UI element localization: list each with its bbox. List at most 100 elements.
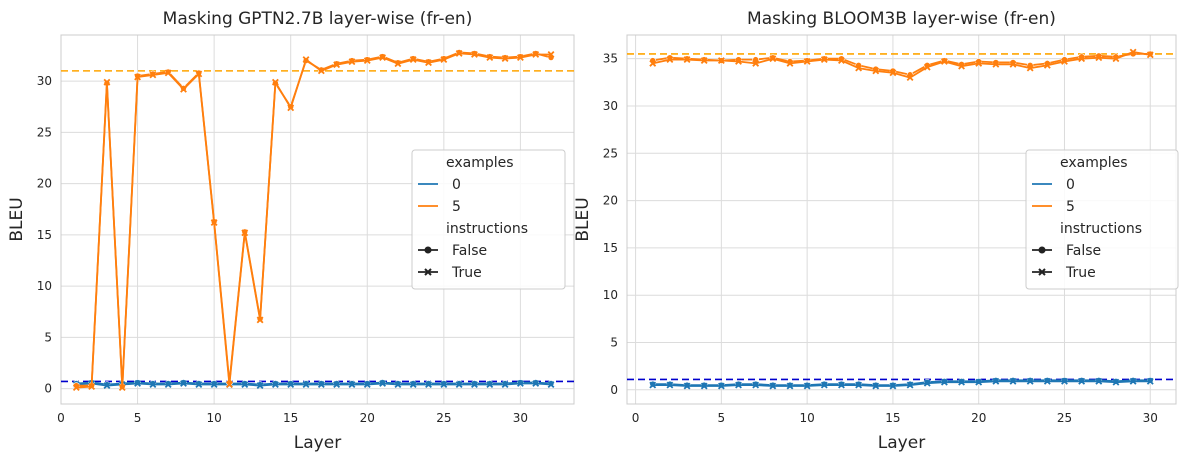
legend-title-instructions: instructions [1060, 221, 1142, 237]
x-tick-label: 20 [971, 411, 986, 425]
y-tick-label: 30 [603, 99, 618, 113]
data-point [889, 382, 897, 390]
data-point [940, 378, 948, 386]
legend-entry: 5 [1066, 199, 1075, 215]
data-point [317, 381, 325, 388]
data-point [256, 316, 264, 324]
data-point [1061, 58, 1068, 65]
y-tick-label: 5 [44, 330, 52, 344]
x-tick-label: 0 [57, 411, 65, 425]
data-point [683, 382, 691, 390]
x-tick-label: 0 [632, 411, 640, 425]
data-point [923, 63, 931, 71]
x-tick-label: 15 [283, 411, 298, 425]
y-tick-label: 10 [603, 288, 618, 302]
series-examples-5-instructions-True [72, 50, 555, 392]
chart-title: Masking BLOOM3B layer-wise (fr-en) [747, 9, 1056, 29]
data-point [700, 382, 708, 390]
data-point [256, 382, 264, 389]
data-point [180, 380, 187, 387]
series-line [76, 382, 552, 387]
y-tick-label: 20 [603, 194, 618, 208]
data-point [88, 383, 96, 391]
x-tick-label: 30 [1143, 411, 1158, 425]
data-point [195, 70, 203, 78]
data-point [180, 85, 187, 93]
chart-panel-gptn: 0 5 10 15 20 25 30 0 5 10 15 20 25 30 Masking GPTN2.7… [7, 9, 575, 453]
data-point [226, 381, 233, 388]
data-point [72, 384, 80, 392]
x-tick-label: 5 [134, 411, 142, 425]
series-examples-5-instructions-False [649, 50, 1154, 79]
data-point [241, 229, 249, 237]
data-point [425, 59, 432, 67]
legend-box [411, 149, 566, 290]
x-tick-label: 30 [513, 411, 528, 425]
y-tick-label: 30 [37, 74, 52, 88]
data-point [394, 381, 402, 388]
data-point [379, 380, 387, 387]
data-point [302, 381, 310, 388]
y-tick-label: 15 [37, 228, 52, 242]
data-point [700, 57, 708, 64]
x-axis-label: Layer [878, 433, 925, 453]
data-point [134, 73, 142, 81]
data-point [302, 56, 310, 64]
data-point [348, 58, 356, 66]
data-point [134, 380, 142, 387]
legend-marker [1038, 246, 1046, 254]
data-point [1146, 377, 1154, 385]
data-point [149, 71, 157, 79]
data-point [471, 51, 478, 58]
data-point [889, 69, 897, 77]
data-point [1026, 64, 1034, 72]
data-point [1026, 377, 1034, 385]
series-examples-0-instructions-True [649, 377, 1154, 390]
plot-frame [60, 34, 575, 405]
data-point [1043, 61, 1051, 69]
data-point [975, 378, 983, 386]
data-point [735, 381, 742, 389]
series-line [76, 52, 551, 389]
data-point [547, 381, 555, 388]
data-point [769, 55, 777, 63]
x-tick-label: 10 [800, 411, 815, 425]
data-point [379, 54, 387, 61]
data-point [287, 104, 295, 112]
data-point [1129, 48, 1137, 56]
data-point [906, 381, 914, 389]
plot-area: 0 5 10 15 20 25 30 0 5 10 15 20 25 30 [37, 34, 575, 425]
data-point [516, 380, 524, 387]
data-point [333, 381, 341, 388]
data-point [409, 56, 417, 64]
data-point [363, 57, 371, 65]
series-line [652, 380, 1151, 387]
data-point [786, 382, 794, 390]
data-point [717, 57, 725, 64]
data-point [872, 67, 880, 75]
data-point [103, 78, 111, 86]
y-tick-label: 10 [37, 279, 52, 293]
legend-entry: 5 [452, 199, 461, 215]
data-point [975, 59, 983, 67]
data-point [486, 381, 494, 388]
data-point [210, 381, 218, 388]
x-tick-label: 25 [1057, 411, 1072, 425]
data-point [118, 384, 126, 392]
data-point [649, 381, 657, 389]
data-point [164, 69, 172, 77]
data-point [409, 381, 417, 388]
data-point [838, 57, 845, 64]
data-point [803, 58, 811, 65]
legend: examples 0 5 instructions False True [411, 149, 566, 290]
data-point [1061, 377, 1068, 385]
y-tick-label: 0 [610, 383, 618, 397]
legend-marker [1038, 268, 1046, 276]
data-point [906, 74, 914, 82]
data-point [735, 58, 742, 65]
legend-entry: False [1066, 243, 1101, 259]
data-point [455, 50, 463, 57]
y-tick-label: 15 [603, 241, 618, 255]
data-point [666, 381, 674, 389]
